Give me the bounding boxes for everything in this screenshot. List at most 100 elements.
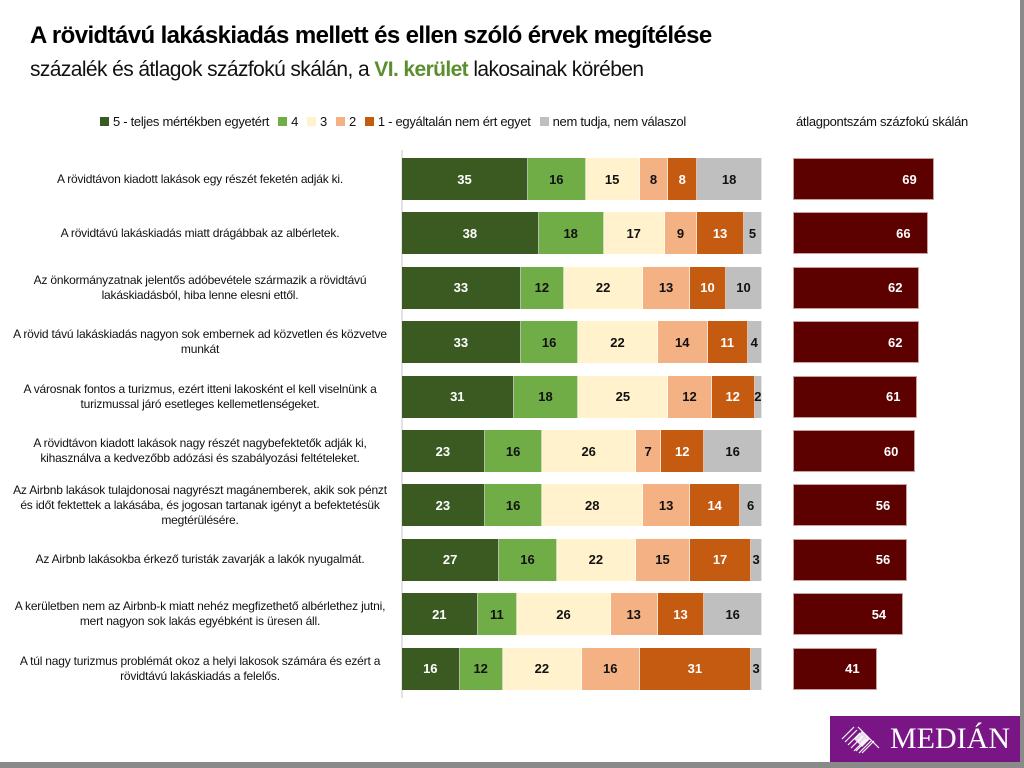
logo-text: MEDIÁN [890, 722, 1010, 755]
category-label: A rövidtávú lakáskiadás miatt drágábbak … [60, 225, 340, 240]
bar-segment: 13 [610, 593, 658, 636]
bar-segment: 22 [563, 266, 644, 309]
average-bar: 62 [793, 321, 920, 364]
legend-item: 1 - egyáltalán nem ért egyet [364, 114, 531, 129]
stacked-bar-row: 27 16 22 15 17 3 [402, 538, 762, 581]
bar-segment: 18 [513, 375, 579, 418]
bar-segment: 10 [689, 266, 726, 309]
bar-segment: 16 [484, 430, 543, 472]
bar-segment: 17 [603, 212, 665, 255]
legend-swatch [100, 117, 109, 126]
bar-segment: 16 [704, 430, 762, 472]
bar-segment: 23 [402, 484, 485, 527]
legend-label: 4 [291, 114, 298, 129]
legend-item: 3 [307, 114, 327, 129]
category-label: Az önkormányzatnak jelentős adóbevétele … [33, 272, 367, 302]
category-label: A rövidtávon kiadott lakások egy részét … [56, 171, 344, 186]
bar-segment: 11 [707, 321, 748, 364]
bar-segment: 11 [477, 593, 518, 636]
average-bar: 60 [793, 430, 916, 472]
chart-title: A rövidtávú lakáskiadás mellett és ellen… [30, 22, 712, 49]
stacked-bar-row: 21 11 26 13 13 16 [402, 593, 762, 636]
bar-segment: 8 [668, 158, 698, 200]
average-bar: 62 [793, 266, 920, 309]
bar-segment: 26 [542, 430, 636, 472]
bar-segment: 27 [402, 538, 500, 581]
diamond-stripes-logo-icon [841, 726, 880, 754]
bar-segment: 16 [704, 593, 762, 636]
stacked-bar-row: 23 16 26 7 12 16 [402, 430, 762, 472]
bar-segment: 14 [657, 321, 708, 364]
legend-item: 4 [278, 114, 298, 129]
stacked-bar-row: 35 16 15 8 8 18 [402, 158, 762, 200]
stacked-bar-row: 23 16 28 13 14 6 [402, 484, 762, 527]
bar-segment: 12 [711, 375, 755, 418]
bar-segment: 13 [643, 484, 690, 527]
legend-swatch [335, 117, 345, 126]
bar-segment: 12 [520, 266, 564, 309]
bar-segment: 23 [402, 430, 485, 472]
bar-segment: 31 [402, 375, 514, 418]
average-chart-title: átlagpontszám százfokú skálán [796, 114, 968, 129]
legend-item: 2 [335, 114, 356, 129]
bar-segment: 12 [661, 430, 705, 472]
bar-segment: 21 [402, 593, 478, 636]
category-label: Az Airbnb lakások tulajdonosai nagyrészt… [13, 482, 387, 527]
legend-swatch [307, 117, 316, 126]
bar-segment: 22 [502, 647, 582, 690]
category-label: A rövid távú lakáskiadás nagyon sok embe… [13, 327, 387, 357]
bar-segment: 5 [743, 212, 762, 255]
legend-swatch [539, 117, 549, 126]
bar-segment: 12 [459, 647, 503, 690]
bar-segment: 2 [754, 375, 762, 418]
stacked-bar-row: 38 18 17 9 13 5 [402, 212, 762, 255]
bar-segment: 25 [578, 375, 669, 418]
bar-segment: 16 [520, 321, 579, 364]
stacked-bar-row: 33 12 22 13 10 10 [402, 266, 762, 309]
bar-segment: 18 [538, 212, 604, 255]
bar-segment: 28 [542, 484, 644, 527]
category-axis-line [401, 150, 403, 698]
bar-segment: 22 [556, 538, 636, 581]
stacked-bar-row: 16 12 22 16 31 3 [402, 647, 762, 690]
bar-segment: 26 [517, 593, 611, 636]
bar-segment: 8 [639, 158, 669, 200]
category-label: Az Airbnb lakásokba érkező turisták zava… [35, 552, 365, 567]
bar-segment: 18 [697, 158, 762, 200]
subtitle-text-after: lakosainak körében [468, 58, 644, 81]
legend-label: 5 - teljes mértékben egyetért [113, 114, 270, 129]
legend-item: nem tudja, nem válaszol [539, 114, 686, 129]
bar-segment: 22 [578, 321, 658, 364]
legend-item: 5 - teljes mértékben egyetért [100, 114, 269, 129]
bar-segment: 6 [740, 484, 762, 527]
average-bar: 56 [793, 484, 908, 527]
legend-label: 3 [320, 114, 327, 129]
bar-segment: 3 [751, 538, 762, 581]
stacked-bar-row: 31 18 25 12 12 2 [402, 375, 762, 418]
category-label: A túl nagy turizmus problémát okoz a hel… [19, 653, 381, 683]
legend-label: 2 [348, 114, 356, 129]
bar-segment: 16 [499, 538, 557, 581]
category-label: A városnak fontos a turizmus, ezért itte… [23, 381, 377, 411]
bar-segment: 33 [402, 321, 521, 364]
bar-segment: 12 [668, 375, 712, 418]
average-bar: 56 [793, 538, 908, 581]
average-bar: 41 [793, 647, 877, 690]
bar-segment: 9 [664, 212, 698, 255]
stacked-bar-row: 33 16 22 14 11 4 [402, 321, 762, 364]
category-label: A rövidtávon kiadott lakások nagy részét… [33, 436, 367, 465]
bar-segment: 35 [402, 158, 528, 200]
legend-swatch [364, 117, 374, 126]
bar-segment: 31 [639, 647, 752, 690]
legend-label: 1 - egyáltalán nem ért egyet [377, 114, 531, 129]
bar-segment: 10 [725, 266, 762, 309]
bar-segment: 13 [643, 266, 690, 309]
bar-segment: 33 [402, 266, 521, 309]
bar-segment: 13 [657, 593, 705, 636]
bar-segment: 15 [635, 538, 690, 581]
bar-segment: 16 [581, 647, 640, 690]
bar-segment: 14 [689, 484, 741, 527]
subtitle-highlight: VI. kerület [374, 58, 469, 81]
subtitle-text-before: százalék és átlagok százfokú skálán, a [30, 58, 375, 81]
